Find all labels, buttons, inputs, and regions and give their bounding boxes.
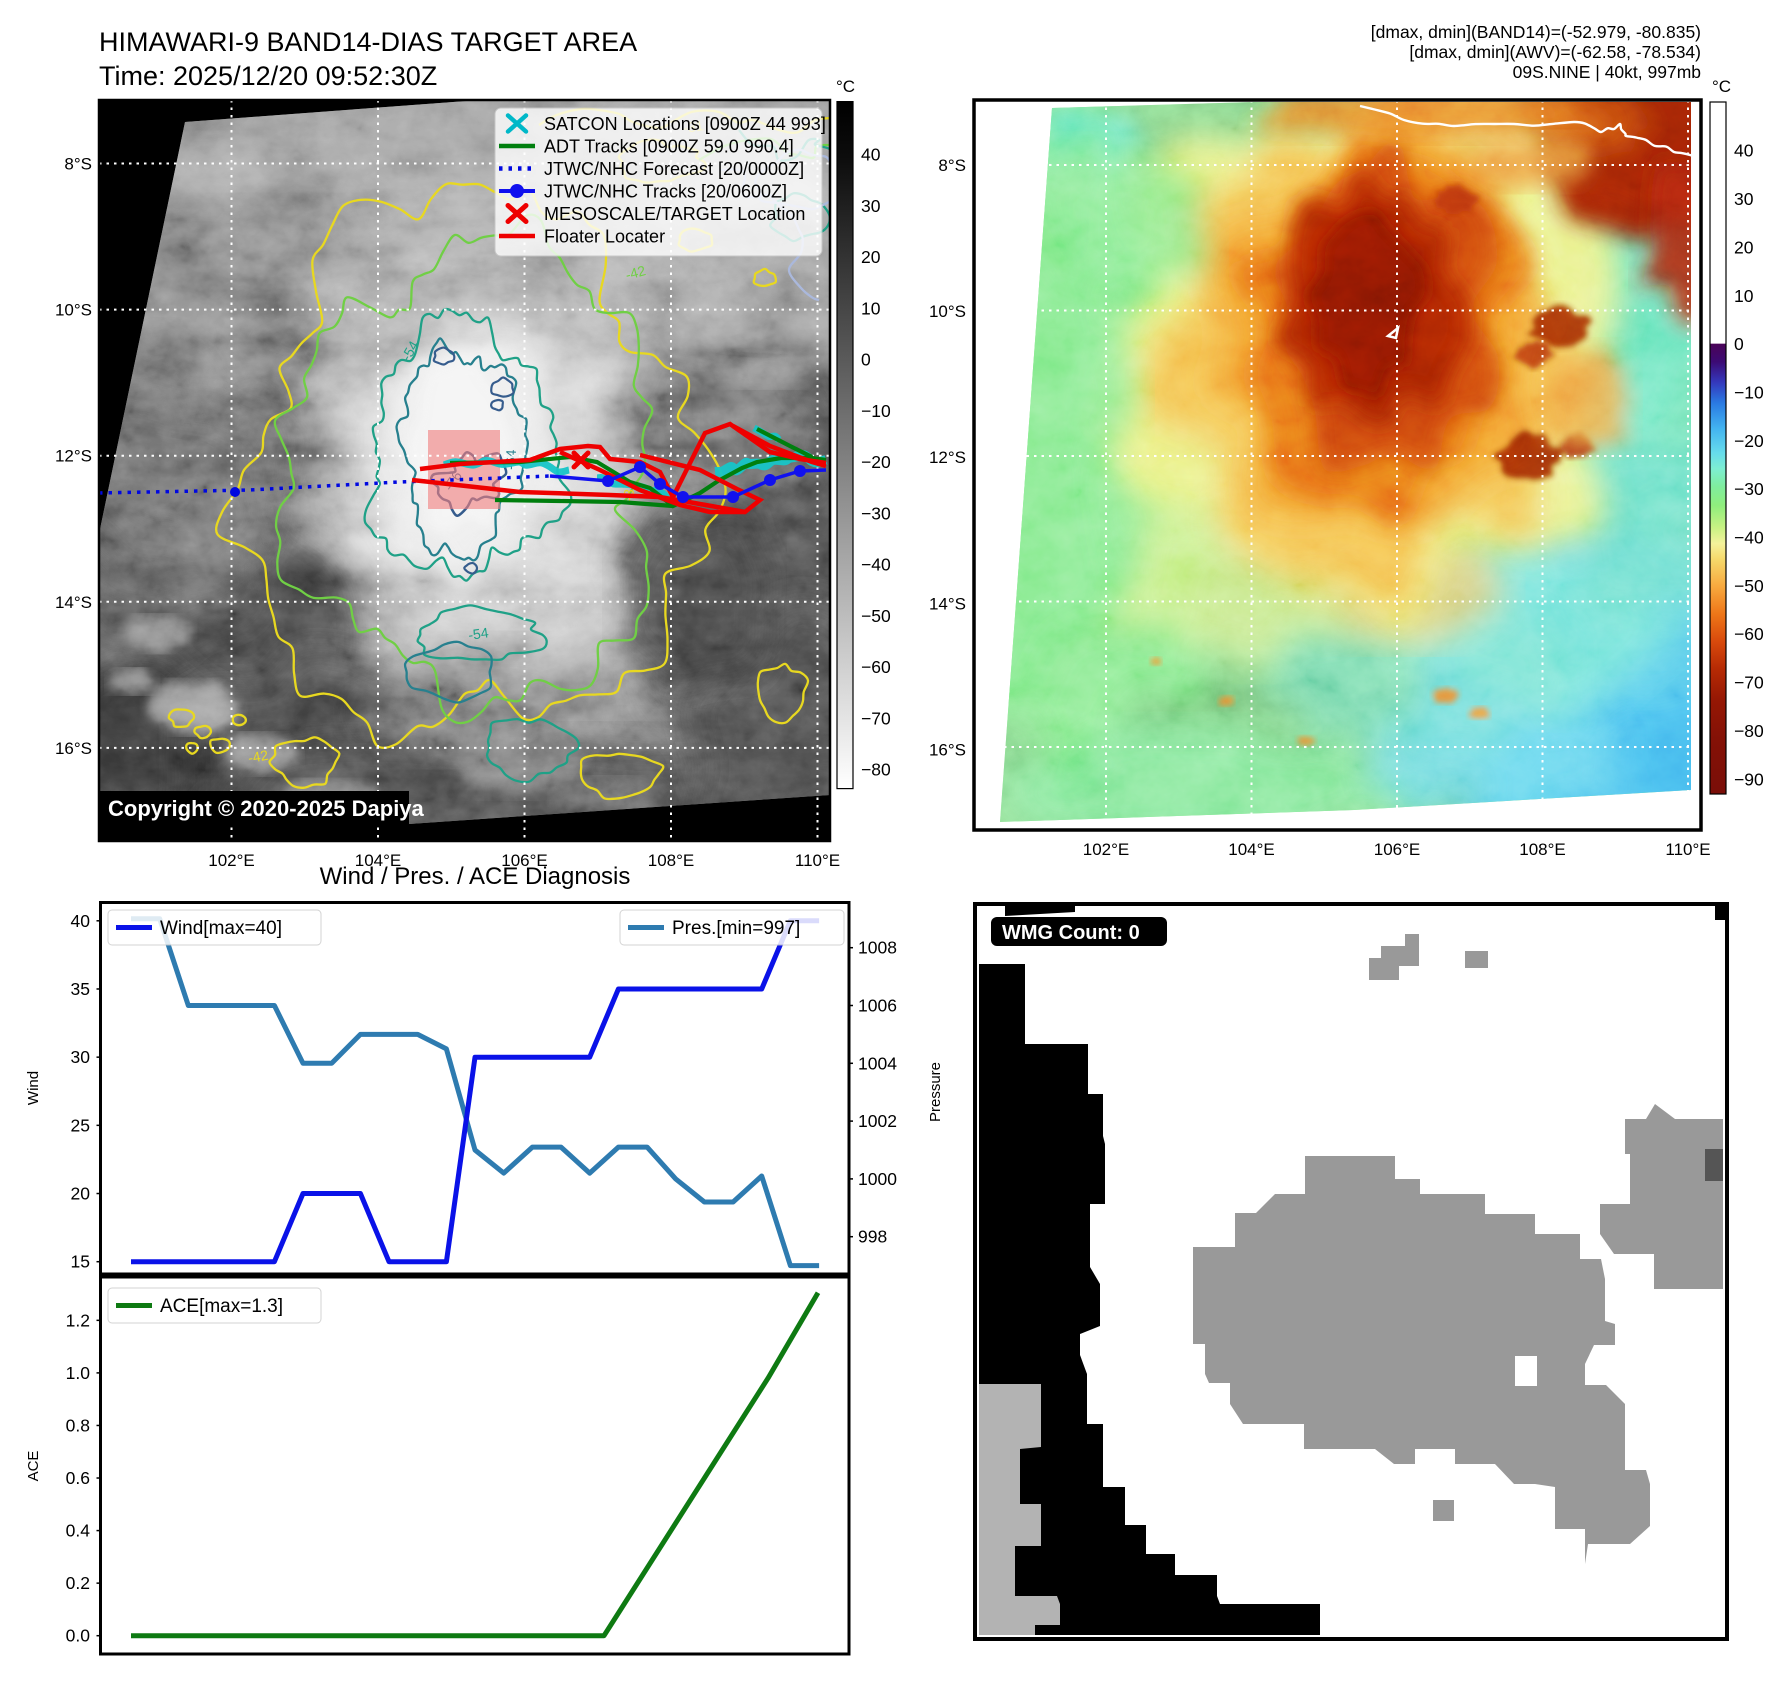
svg-text:35: 35 xyxy=(71,979,90,999)
svg-text:Time: 2025/12/20 09:52:30Z: Time: 2025/12/20 09:52:30Z xyxy=(99,61,437,91)
svg-text:JTWC/NHC Tracks [20/0600Z]: JTWC/NHC Tracks [20/0600Z] xyxy=(544,182,787,202)
svg-text:0.0: 0.0 xyxy=(66,1626,91,1646)
svg-text:−40: −40 xyxy=(861,555,891,575)
svg-text:JTWC/NHC Forecast [20/0000Z]: JTWC/NHC Forecast [20/0000Z] xyxy=(544,159,804,179)
svg-text:Copyright © 2020-2025 Dapiya: Copyright © 2020-2025 Dapiya xyxy=(108,796,425,821)
svg-text:−40: −40 xyxy=(1734,528,1764,548)
svg-text:30: 30 xyxy=(861,196,881,216)
svg-text:8°S: 8°S xyxy=(938,156,966,175)
svg-text:25: 25 xyxy=(71,1115,90,1135)
svg-text:−10: −10 xyxy=(1734,382,1764,402)
svg-text:0.2: 0.2 xyxy=(66,1573,90,1593)
svg-text:1008: 1008 xyxy=(858,938,897,958)
svg-text:−90: −90 xyxy=(1734,769,1764,789)
svg-text:-54: -54 xyxy=(467,624,489,643)
svg-text:HIMAWARI-9 BAND14-DIAS TARGET: HIMAWARI-9 BAND14-DIAS TARGET AREA xyxy=(99,27,637,57)
svg-text:40: 40 xyxy=(1734,141,1754,161)
svg-text:09S.NINE | 40kt, 997mb: 09S.NINE | 40kt, 997mb xyxy=(1513,62,1701,82)
svg-text:20: 20 xyxy=(1734,237,1754,257)
svg-text:20: 20 xyxy=(71,1184,91,1204)
svg-text:°C: °C xyxy=(1712,77,1731,96)
svg-text:10°S: 10°S xyxy=(55,301,92,320)
svg-text:−50: −50 xyxy=(1734,576,1764,596)
svg-text:-42: -42 xyxy=(624,262,648,283)
svg-text:40: 40 xyxy=(861,145,881,165)
svg-text:0.4: 0.4 xyxy=(66,1521,91,1541)
svg-text:-42: -42 xyxy=(247,747,270,766)
svg-text:110°E: 110°E xyxy=(1665,840,1710,859)
svg-text:1000: 1000 xyxy=(858,1169,897,1189)
svg-text:ACE: ACE xyxy=(25,1451,42,1482)
svg-text:−60: −60 xyxy=(861,657,891,677)
svg-text:10: 10 xyxy=(861,298,881,318)
svg-text:15: 15 xyxy=(71,1252,90,1272)
svg-text:−10: −10 xyxy=(861,401,891,421)
svg-text:40: 40 xyxy=(71,911,91,931)
svg-text:Pres.[min=997]: Pres.[min=997] xyxy=(672,918,800,939)
svg-text:[dmax, dmin](BAND14)=(-52.979,: [dmax, dmin](BAND14)=(-52.979, -80.835) xyxy=(1371,22,1701,42)
svg-text:30: 30 xyxy=(71,1047,91,1067)
svg-text:16°S: 16°S xyxy=(929,740,966,759)
svg-text:108°E: 108°E xyxy=(1519,840,1566,859)
svg-text:110°E: 110°E xyxy=(795,851,840,870)
svg-text:1.0: 1.0 xyxy=(66,1363,91,1383)
svg-text:−50: −50 xyxy=(861,606,891,626)
svg-text:−60: −60 xyxy=(1734,624,1764,644)
svg-text:998: 998 xyxy=(858,1227,887,1247)
svg-text:0.8: 0.8 xyxy=(66,1415,90,1435)
svg-text:12°S: 12°S xyxy=(929,448,966,467)
svg-text:8°S: 8°S xyxy=(64,155,92,174)
svg-text:−30: −30 xyxy=(861,503,891,523)
svg-text:1004: 1004 xyxy=(858,1053,897,1073)
svg-text:102°E: 102°E xyxy=(208,851,255,870)
svg-text:1002: 1002 xyxy=(858,1111,897,1131)
svg-text:−80: −80 xyxy=(1734,721,1764,741)
svg-text:20: 20 xyxy=(861,247,881,267)
svg-text:102°E: 102°E xyxy=(1083,840,1130,859)
svg-text:−20: −20 xyxy=(861,452,891,472)
svg-text:SATCON Locations [0900Z 44 993: SATCON Locations [0900Z 44 993] xyxy=(544,114,826,134)
svg-text:10°S: 10°S xyxy=(929,302,966,321)
svg-text:Pressure: Pressure xyxy=(927,1062,944,1122)
svg-text:16°S: 16°S xyxy=(55,739,92,758)
svg-text:−70: −70 xyxy=(1734,673,1764,693)
svg-text:0: 0 xyxy=(1734,334,1744,354)
svg-text:106°E: 106°E xyxy=(1374,840,1421,859)
svg-text:MESOSCALE/TARGET Location: MESOSCALE/TARGET Location xyxy=(544,204,805,224)
svg-text:12°S: 12°S xyxy=(55,447,92,466)
svg-text:°C: °C xyxy=(836,77,855,96)
svg-text:−80: −80 xyxy=(861,760,891,780)
svg-text:108°E: 108°E xyxy=(648,851,695,870)
svg-text:104°E: 104°E xyxy=(355,851,402,870)
svg-text:Floater Locater: Floater Locater xyxy=(544,227,665,247)
svg-text:0: 0 xyxy=(861,350,871,370)
svg-text:−70: −70 xyxy=(861,708,891,728)
svg-text:Wind[max=40]: Wind[max=40] xyxy=(160,918,282,939)
svg-text:[dmax, dmin](AWV)=(-62.58, -78: [dmax, dmin](AWV)=(-62.58, -78.534) xyxy=(1409,42,1701,62)
svg-text:1.2: 1.2 xyxy=(66,1310,90,1330)
svg-text:104°E: 104°E xyxy=(1228,840,1275,859)
svg-text:ADT Tracks [0900Z 59.0 990.4]: ADT Tracks [0900Z 59.0 990.4] xyxy=(544,137,794,157)
svg-text:Wind: Wind xyxy=(25,1071,42,1105)
svg-text:−20: −20 xyxy=(1734,431,1764,451)
svg-text:14°S: 14°S xyxy=(929,594,966,613)
svg-text:14°S: 14°S xyxy=(55,593,92,612)
svg-text:WMG Count: 0: WMG Count: 0 xyxy=(1002,922,1140,944)
svg-text:−30: −30 xyxy=(1734,479,1764,499)
svg-text:1006: 1006 xyxy=(858,996,897,1016)
svg-text:30: 30 xyxy=(1734,189,1754,209)
svg-text:10: 10 xyxy=(1734,286,1754,306)
svg-text:ACE[max=1.3]: ACE[max=1.3] xyxy=(160,1296,283,1317)
svg-text:0.6: 0.6 xyxy=(66,1468,90,1488)
svg-text:Wind / Pres. / ACE Diagnosis: Wind / Pres. / ACE Diagnosis xyxy=(320,863,631,890)
svg-text:106°E: 106°E xyxy=(501,851,548,870)
